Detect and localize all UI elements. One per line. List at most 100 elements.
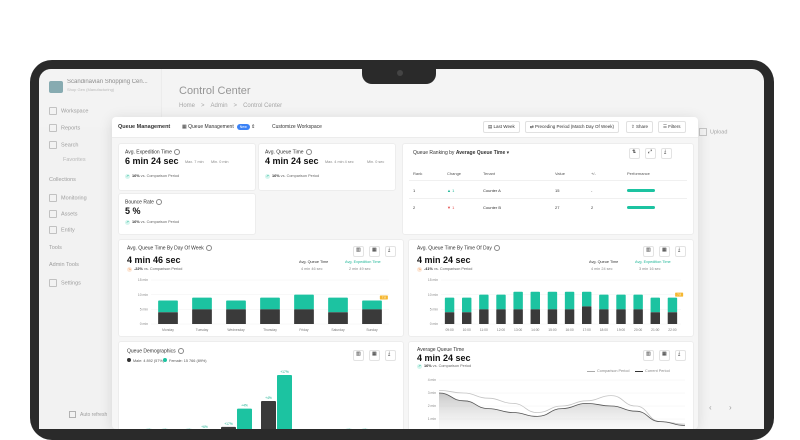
chart-view-button[interactable]: ▥ [643, 246, 654, 257]
column-header[interactable]: Tenant [483, 171, 496, 176]
sidebar-item-entity[interactable]: Entity [49, 226, 75, 234]
breadcrumb-home[interactable]: Home [179, 103, 196, 109]
chart-view-button[interactable]: ▥ [353, 350, 364, 361]
bar-expedition [496, 294, 506, 310]
download-button[interactable]: ⤓ [385, 246, 396, 257]
chart-view-button[interactable]: ▥ [643, 350, 654, 361]
workspace-icon [49, 107, 57, 115]
kpi-queue-time: Avg. Queue Time 4 min 24 sec Max. 4 min … [258, 143, 396, 191]
sidebar-item-tools[interactable]: Tools [49, 245, 62, 251]
info-icon[interactable] [493, 245, 500, 251]
delta-text: vs. Comparison Period [433, 267, 473, 271]
column-header[interactable]: Rank [413, 171, 423, 176]
y-tick-label: 5 min [140, 308, 148, 312]
sidebar-item-monitoring[interactable]: Monitoring [49, 194, 87, 202]
download-button[interactable]: ⤓ [661, 148, 672, 159]
workspace-selector[interactable]: ▦ Queue Management New ⇕ [182, 124, 256, 130]
download-icon: ⤓ [678, 351, 681, 357]
bar-expedition [599, 294, 609, 310]
bar-female [277, 375, 292, 429]
info-icon[interactable] [155, 199, 162, 205]
legend-swatch [163, 358, 167, 362]
ranking-title[interactable]: Queue Ranking by Average Queue Time ▾ [413, 150, 510, 156]
bar-queue [462, 312, 472, 324]
delta-text: vs. Comparison Period [432, 364, 472, 368]
y-tick-label: 15 min [428, 278, 438, 282]
filters-button[interactable]: ☰ Filters [658, 121, 686, 133]
upload-button[interactable]: Upload [699, 128, 727, 136]
table-view-button[interactable]: ▦ [659, 246, 670, 257]
sidebar-item-collections[interactable]: Collections [49, 177, 76, 183]
sidebar-item-admin-tools[interactable]: Admin Tools [49, 262, 79, 268]
demographics-bar-chart: +6%+6%+6%+6%+17%+4%+4%+17%-6%-6%+6%+6% [145, 370, 368, 429]
expand-button[interactable]: ⤢ [645, 148, 656, 159]
bar-queue [158, 312, 178, 324]
share-button[interactable]: ⇪ Share [626, 121, 654, 133]
sort-button[interactable]: ⇅ [629, 148, 640, 159]
delta-value: 16% [132, 174, 140, 178]
checkbox[interactable] [69, 411, 76, 418]
info-icon[interactable] [173, 149, 180, 155]
sidebar-item-settings[interactable]: Settings [49, 279, 81, 287]
chart-view-button[interactable]: ▥ [353, 246, 364, 257]
sidebar-item-reports[interactable]: Reports [49, 124, 80, 132]
column-header[interactable]: +/- [591, 171, 596, 176]
bar-expedition [547, 291, 558, 310]
info-icon[interactable] [177, 348, 184, 354]
table-view-button[interactable]: ▦ [369, 246, 380, 257]
info-icon[interactable] [205, 245, 212, 251]
date-range-button[interactable]: ▤ Last Week [483, 121, 520, 133]
legend-expedition-label: Avg. Expedition Time [345, 260, 381, 264]
value-cell: 27 [555, 205, 560, 210]
y-tick-label: 4 min [428, 378, 436, 382]
bar-expedition [192, 297, 212, 310]
next-page-button[interactable]: › [729, 403, 732, 412]
tenant-cell: Counter A [483, 188, 501, 193]
table-view-button[interactable]: ▦ [369, 350, 380, 361]
bar-queue [328, 312, 348, 324]
flag-label: 7.8 [677, 292, 681, 296]
flag-badge [675, 292, 684, 297]
line-comparison-period [438, 390, 686, 425]
download-button[interactable]: ⤓ [675, 350, 686, 361]
data-label-male: +6% [345, 428, 352, 429]
bar-chart-icon: ▥ [356, 247, 361, 253]
prev-page-button[interactable]: ‹ [709, 403, 712, 412]
info-icon[interactable] [305, 149, 312, 155]
comparison-period-button[interactable]: ⇄ Preceding Period (Match Day Of Week) [525, 121, 619, 133]
download-icon: ⤓ [388, 351, 391, 357]
change-cell: ▼ 1 [447, 205, 455, 210]
x-tick-label: 12:00 [497, 328, 505, 332]
download-icon: ⤓ [388, 247, 391, 253]
kpi-value: 4 min 24 sec [265, 156, 319, 166]
sidebar-item-search[interactable]: Search [49, 141, 78, 149]
reports-icon [49, 124, 57, 132]
change-cell: ▲ 1 [447, 188, 455, 193]
bar-chart-icon: ▥ [646, 351, 651, 357]
column-header[interactable]: Change [447, 171, 462, 176]
bar-female [237, 408, 252, 429]
bar-expedition [479, 294, 489, 310]
table-icon: ▦ [372, 247, 377, 253]
download-button[interactable]: ⤓ [385, 350, 396, 361]
column-header[interactable]: Performance [627, 171, 650, 176]
legend-queue-value: 4 min 46 sec [301, 267, 323, 271]
breadcrumb-admin[interactable]: Admin [210, 103, 228, 109]
chart-title: Queue Demographics [127, 348, 176, 355]
customize-workspace-link[interactable]: Customize Workspace [272, 124, 322, 130]
table-view-button[interactable]: ▦ [659, 350, 670, 361]
sidebar-item-assets[interactable]: Assets [49, 210, 78, 218]
breadcrumb-current: Control Center [243, 103, 283, 109]
store-name[interactable]: Scandinavian Shopping Cen... [67, 79, 148, 85]
kpi-max: Max. 4 min 4 sec [325, 160, 354, 164]
sidebar-item-favorites[interactable]: Favorites [63, 157, 86, 163]
auto-refresh-toggle[interactable]: Auto refresh [69, 411, 107, 418]
flag-badge [379, 295, 388, 300]
y-tick-label: 1 min [428, 417, 436, 421]
y-tick-label: 0 min [140, 322, 148, 326]
column-header[interactable]: Value [555, 171, 565, 176]
sidebar-item-workspace[interactable]: Workspace [49, 107, 88, 115]
panel-title: Queue Management [118, 123, 171, 130]
download-button[interactable]: ⤓ [675, 246, 686, 257]
monitoring-icon [49, 194, 57, 202]
